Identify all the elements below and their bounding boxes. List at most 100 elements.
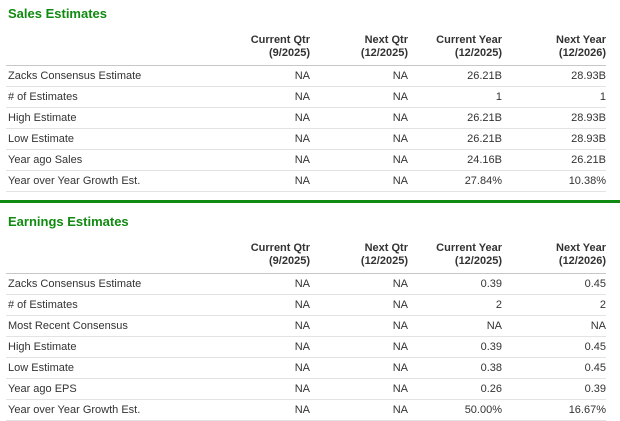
cell-value: 26.21B bbox=[408, 107, 502, 129]
cell-value: NA bbox=[310, 149, 408, 171]
table-row: Year over Year Growth Est. NA NA 50.00% … bbox=[6, 399, 606, 421]
table-row: # of Estimates NA NA 2 2 bbox=[6, 294, 606, 316]
cell-value: NA bbox=[310, 399, 408, 421]
cell-value: NA bbox=[310, 170, 408, 192]
cell-value: 0.39 bbox=[502, 378, 606, 400]
table-row: Year ago Sales NA NA 24.16B 26.21B bbox=[6, 149, 606, 171]
cell-value: 1 bbox=[408, 86, 502, 108]
cell-value: 28.93B bbox=[502, 65, 606, 87]
sales-section-title: Sales Estimates bbox=[8, 6, 108, 21]
cell-value: NA bbox=[310, 128, 408, 150]
col-header-line: Next Qtr bbox=[364, 34, 408, 46]
cell-value: NA bbox=[206, 336, 310, 358]
cell-value: NA bbox=[310, 65, 408, 87]
earnings-estimates-table: Current Qtr (9/2025) Next Qtr (12/2025) … bbox=[6, 237, 606, 421]
col-header-next-qtr: Next Qtr (12/2025) bbox=[310, 29, 408, 66]
cell-value: 10.38% bbox=[502, 170, 606, 192]
row-label: Most Recent Consensus bbox=[6, 315, 206, 337]
cell-value: NA bbox=[310, 357, 408, 379]
cell-value: 26.21B bbox=[408, 128, 502, 150]
col-header-next-year: Next Year (12/2026) bbox=[502, 29, 606, 66]
col-header-next-qtr: Next Qtr (12/2025) bbox=[310, 237, 408, 274]
cell-value: NA bbox=[206, 357, 310, 379]
col-header-period: (9/2025) bbox=[269, 255, 310, 267]
cell-value: NA bbox=[206, 399, 310, 421]
col-header-period: (12/2025) bbox=[454, 47, 502, 59]
sales-estimates-section: Sales Estimates Current Qtr (9/2025) Nex… bbox=[0, 0, 620, 192]
row-label: # of Estimates bbox=[6, 294, 206, 316]
cell-value: NA bbox=[206, 65, 310, 87]
cell-value: 24.16B bbox=[408, 149, 502, 171]
cell-value: 2 bbox=[408, 294, 502, 316]
cell-value: NA bbox=[206, 273, 310, 295]
col-header-line: Next Qtr bbox=[364, 242, 408, 254]
cell-value: 28.93B bbox=[502, 128, 606, 150]
cell-value: NA bbox=[310, 315, 408, 337]
col-header-line: Current Qtr bbox=[250, 34, 310, 46]
row-label: High Estimate bbox=[6, 336, 206, 358]
col-header-current-year: Current Year (12/2025) bbox=[408, 29, 502, 66]
col-header-next-year: Next Year (12/2026) bbox=[502, 237, 606, 274]
col-header-current-qtr: Current Qtr (9/2025) bbox=[206, 29, 310, 66]
sales-header-row: Current Qtr (9/2025) Next Qtr (12/2025) … bbox=[6, 29, 606, 66]
table-row: High Estimate NA NA 26.21B 28.93B bbox=[6, 107, 606, 129]
cell-value: 50.00% bbox=[408, 399, 502, 421]
cell-value: NA bbox=[310, 294, 408, 316]
cell-value: NA bbox=[206, 86, 310, 108]
row-label: Low Estimate bbox=[6, 357, 206, 379]
col-header-current-year: Current Year (12/2025) bbox=[408, 237, 502, 274]
table-row: Year over Year Growth Est. NA NA 27.84% … bbox=[6, 170, 606, 192]
cell-value: 0.26 bbox=[408, 378, 502, 400]
cell-value: NA bbox=[310, 336, 408, 358]
cell-value: 0.39 bbox=[408, 336, 502, 358]
table-row: # of Estimates NA NA 1 1 bbox=[6, 86, 606, 108]
table-row: Most Recent Consensus NA NA NA NA bbox=[6, 315, 606, 337]
cell-value: NA bbox=[408, 315, 502, 337]
cell-value: 16.67% bbox=[502, 399, 606, 421]
earnings-estimates-section: Earnings Estimates Current Qtr (9/2025) … bbox=[0, 203, 620, 421]
cell-value: NA bbox=[206, 170, 310, 192]
cell-value: NA bbox=[206, 107, 310, 129]
cell-value: 26.21B bbox=[502, 149, 606, 171]
cell-value: 26.21B bbox=[408, 65, 502, 87]
col-header-line: Current Qtr bbox=[250, 242, 310, 254]
section-divider bbox=[0, 200, 620, 203]
cell-value: 0.38 bbox=[408, 357, 502, 379]
col-header-line: Next Year bbox=[556, 34, 606, 46]
cell-value: 1 bbox=[502, 86, 606, 108]
row-label: Year ago EPS bbox=[6, 378, 206, 400]
cell-value: NA bbox=[206, 378, 310, 400]
table-row: Zacks Consensus Estimate NA NA 0.39 0.45 bbox=[6, 273, 606, 295]
cell-value: NA bbox=[310, 273, 408, 295]
col-header-period: (12/2025) bbox=[360, 47, 408, 59]
col-header-period: (9/2025) bbox=[269, 47, 310, 59]
cell-value: NA bbox=[310, 107, 408, 129]
cell-value: NA bbox=[310, 86, 408, 108]
cell-value: NA bbox=[206, 128, 310, 150]
row-label: Low Estimate bbox=[6, 128, 206, 150]
cell-value: NA bbox=[206, 294, 310, 316]
col-header-period: (12/2026) bbox=[558, 255, 606, 267]
cell-value: NA bbox=[502, 315, 606, 337]
col-header-current-qtr: Current Qtr (9/2025) bbox=[206, 237, 310, 274]
col-header-empty bbox=[6, 237, 206, 274]
cell-value: 0.39 bbox=[408, 273, 502, 295]
col-header-empty bbox=[6, 29, 206, 66]
row-label: # of Estimates bbox=[6, 86, 206, 108]
cell-value: 0.45 bbox=[502, 357, 606, 379]
earnings-section-title: Earnings Estimates bbox=[8, 214, 129, 229]
cell-value: NA bbox=[310, 378, 408, 400]
earnings-header-row: Current Qtr (9/2025) Next Qtr (12/2025) … bbox=[6, 237, 606, 274]
sales-estimates-table: Current Qtr (9/2025) Next Qtr (12/2025) … bbox=[6, 29, 606, 192]
table-row: High Estimate NA NA 0.39 0.45 bbox=[6, 336, 606, 358]
col-header-line: Next Year bbox=[556, 242, 606, 254]
row-label: Zacks Consensus Estimate bbox=[6, 273, 206, 295]
row-label: Year over Year Growth Est. bbox=[6, 170, 206, 192]
cell-value: NA bbox=[206, 315, 310, 337]
cell-value: NA bbox=[206, 149, 310, 171]
table-row: Year ago EPS NA NA 0.26 0.39 bbox=[6, 378, 606, 400]
table-row: Low Estimate NA NA 0.38 0.45 bbox=[6, 357, 606, 379]
col-header-period: (12/2025) bbox=[360, 255, 408, 267]
table-row: Zacks Consensus Estimate NA NA 26.21B 28… bbox=[6, 65, 606, 87]
row-label: High Estimate bbox=[6, 107, 206, 129]
